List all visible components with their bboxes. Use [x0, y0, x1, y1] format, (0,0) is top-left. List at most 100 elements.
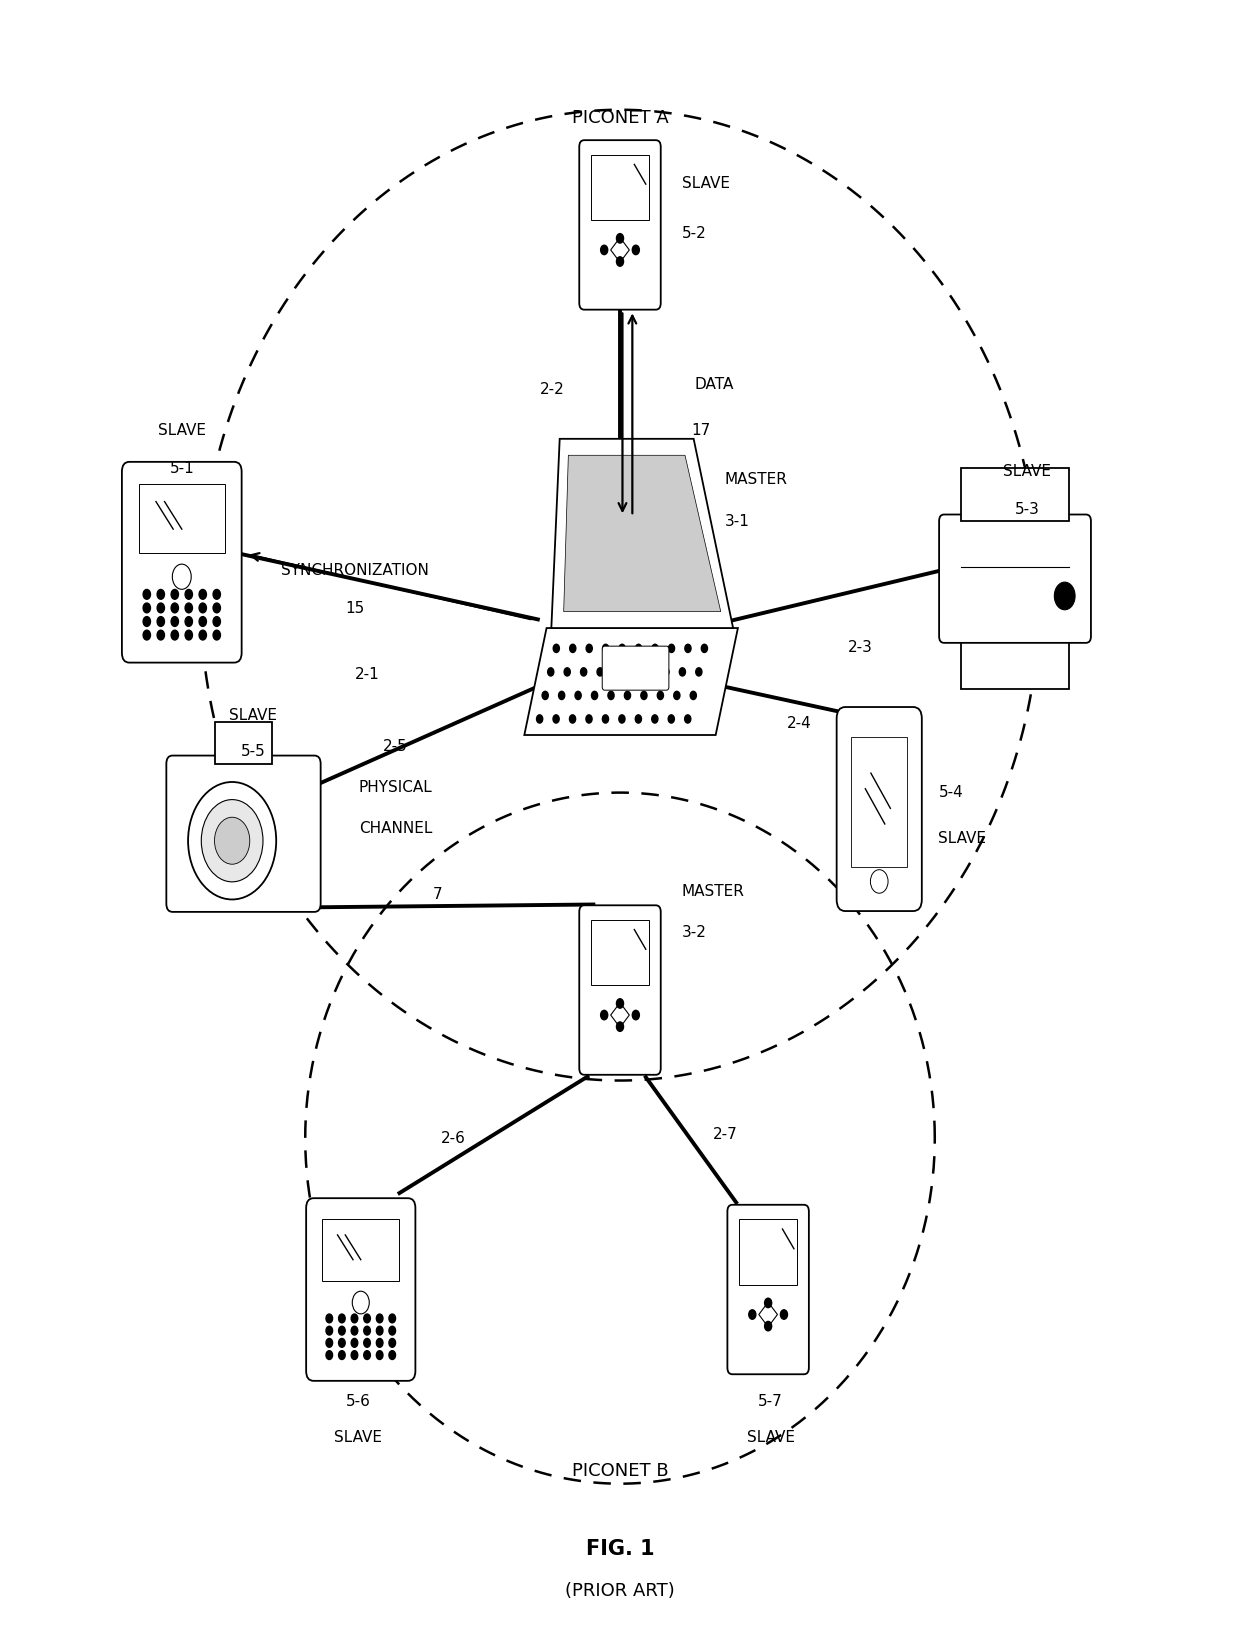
FancyBboxPatch shape — [166, 756, 321, 911]
Circle shape — [537, 715, 543, 723]
Text: SLAVE: SLAVE — [157, 423, 206, 438]
FancyBboxPatch shape — [603, 646, 668, 690]
Circle shape — [558, 692, 564, 700]
Bar — [961, 469, 1069, 522]
Bar — [739, 1218, 797, 1284]
Text: 3-2: 3-2 — [682, 925, 707, 939]
Circle shape — [680, 667, 686, 675]
Circle shape — [213, 631, 221, 641]
Circle shape — [600, 246, 608, 254]
FancyBboxPatch shape — [728, 1205, 808, 1374]
Circle shape — [200, 616, 206, 626]
Text: 2-6: 2-6 — [441, 1131, 466, 1146]
Polygon shape — [610, 1002, 630, 1027]
Circle shape — [363, 1326, 371, 1336]
Circle shape — [632, 1010, 640, 1020]
Bar — [852, 736, 908, 867]
Circle shape — [171, 616, 179, 626]
Text: 5-7: 5-7 — [758, 1393, 782, 1408]
Circle shape — [389, 1339, 396, 1347]
Circle shape — [765, 1298, 771, 1308]
Circle shape — [765, 1321, 771, 1331]
Circle shape — [215, 817, 249, 863]
Circle shape — [326, 1326, 332, 1336]
Text: 5-3: 5-3 — [1014, 502, 1040, 517]
Circle shape — [575, 692, 582, 700]
Circle shape — [157, 589, 165, 599]
Circle shape — [326, 1339, 332, 1347]
Polygon shape — [552, 439, 733, 627]
Circle shape — [603, 644, 609, 652]
Circle shape — [668, 644, 675, 652]
Circle shape — [614, 667, 620, 675]
Text: 2-3: 2-3 — [848, 641, 873, 655]
Circle shape — [553, 715, 559, 723]
Circle shape — [684, 715, 691, 723]
Circle shape — [352, 1291, 370, 1314]
Circle shape — [351, 1326, 358, 1336]
Circle shape — [185, 616, 192, 626]
Circle shape — [200, 603, 206, 613]
Text: 5-4: 5-4 — [939, 786, 963, 801]
Circle shape — [870, 870, 888, 893]
Text: CHANNEL: CHANNEL — [358, 821, 432, 837]
Text: 5-2: 5-2 — [682, 226, 707, 241]
Circle shape — [185, 631, 192, 641]
Text: SLAVE: SLAVE — [746, 1430, 795, 1445]
Text: 3-1: 3-1 — [725, 513, 750, 528]
Circle shape — [641, 692, 647, 700]
Circle shape — [616, 1022, 624, 1032]
Circle shape — [580, 667, 587, 675]
Circle shape — [596, 667, 603, 675]
Text: 5-1: 5-1 — [170, 461, 195, 475]
Circle shape — [389, 1351, 396, 1359]
Circle shape — [351, 1314, 358, 1322]
Circle shape — [157, 603, 165, 613]
Circle shape — [616, 233, 624, 243]
Text: 2-7: 2-7 — [713, 1128, 738, 1142]
Circle shape — [213, 616, 221, 626]
Polygon shape — [610, 238, 630, 263]
Text: PICONET A: PICONET A — [572, 109, 668, 127]
Text: SLAVE: SLAVE — [682, 177, 729, 192]
Text: 2-4: 2-4 — [786, 717, 811, 731]
Circle shape — [696, 667, 702, 675]
Circle shape — [702, 644, 708, 652]
Text: SLAVE: SLAVE — [335, 1430, 382, 1445]
Circle shape — [171, 631, 179, 641]
Circle shape — [548, 667, 554, 675]
Circle shape — [171, 589, 179, 599]
Circle shape — [339, 1314, 345, 1322]
Circle shape — [200, 589, 206, 599]
Circle shape — [591, 692, 598, 700]
Circle shape — [635, 644, 641, 652]
Circle shape — [542, 692, 548, 700]
Text: 7: 7 — [433, 887, 443, 901]
FancyBboxPatch shape — [837, 707, 921, 911]
Circle shape — [616, 999, 624, 1009]
Text: 2-5: 2-5 — [383, 740, 408, 755]
Circle shape — [326, 1314, 332, 1322]
Text: MASTER: MASTER — [725, 472, 787, 487]
Circle shape — [780, 1309, 787, 1319]
Text: DATA: DATA — [694, 376, 733, 391]
Text: 5-6: 5-6 — [346, 1393, 371, 1408]
Polygon shape — [564, 456, 720, 611]
Circle shape — [608, 692, 614, 700]
FancyBboxPatch shape — [579, 905, 661, 1075]
Circle shape — [351, 1351, 358, 1359]
Text: MASTER: MASTER — [682, 883, 744, 898]
Circle shape — [663, 667, 670, 675]
Circle shape — [553, 644, 559, 652]
Circle shape — [377, 1339, 383, 1347]
Text: PICONET B: PICONET B — [572, 1461, 668, 1479]
Circle shape — [143, 589, 150, 599]
Circle shape — [646, 667, 652, 675]
Circle shape — [632, 246, 640, 254]
Circle shape — [143, 616, 150, 626]
Polygon shape — [215, 721, 272, 764]
Bar — [322, 1220, 399, 1281]
Circle shape — [673, 692, 680, 700]
Polygon shape — [759, 1303, 777, 1327]
Circle shape — [157, 616, 165, 626]
